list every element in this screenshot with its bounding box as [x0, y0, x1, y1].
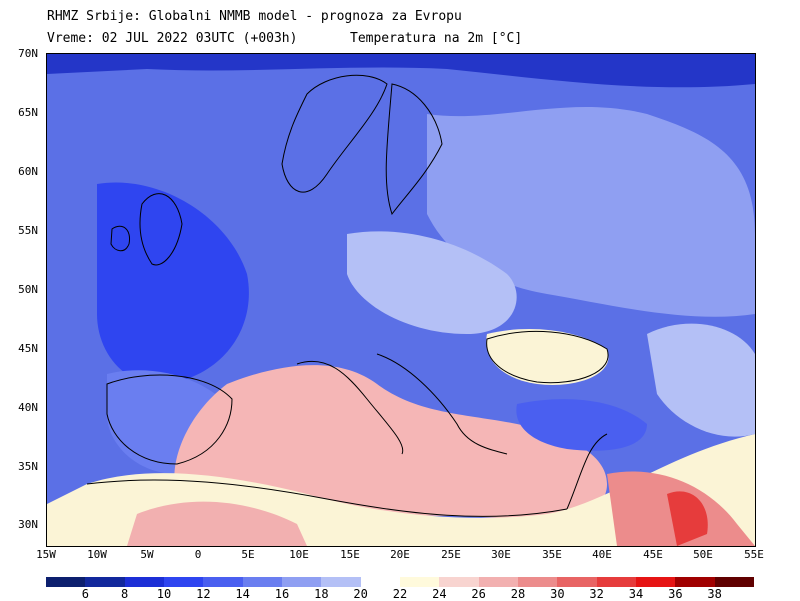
lon-label: 20E: [390, 548, 410, 561]
colorbar-swatch: [478, 577, 519, 587]
colorbar-swatch: [242, 577, 283, 587]
colorbar-label: 32: [589, 587, 604, 601]
colorbar-label: 22: [392, 587, 408, 601]
lon-label: 5W: [140, 548, 154, 561]
lon-label: 15W: [36, 548, 56, 561]
colorbar-swatch: [46, 577, 86, 587]
colorbar-label: 34: [628, 587, 644, 601]
colorbar-label: 20: [353, 587, 368, 601]
lat-label: 35N: [18, 460, 38, 473]
lat-label: 30N: [18, 518, 38, 531]
colorbar-swatch: [714, 577, 755, 587]
lat-label: 50N: [18, 283, 38, 296]
map-canvas: [47, 54, 755, 546]
header-title: RHMZ Srbije: Globalni NMMB model - progn…: [47, 9, 462, 24]
arabia-very-hot: [667, 491, 708, 546]
colorbar-label: 12: [196, 587, 211, 601]
colorbar-swatch: [675, 577, 716, 587]
mediterranean-warm: [174, 365, 607, 527]
colorbar-swatch: [400, 577, 440, 587]
lon-label: 35E: [542, 548, 562, 561]
colorbar-swatch: [596, 577, 637, 587]
lat-label: 65N: [18, 106, 38, 119]
coastlines: [86, 74, 609, 517]
lon-label: 30E: [491, 548, 511, 561]
colorbar-label: 8: [121, 587, 129, 601]
lon-label: 25E: [441, 548, 461, 561]
colorbar-label: 28: [510, 587, 526, 601]
colorbar-swatch: [85, 577, 126, 587]
colorbar-swatch: [636, 577, 676, 587]
lon-label: 50E: [693, 548, 713, 561]
header-valid-time: Vreme: 02 JUL 2022 03UTC (+003h): [47, 31, 298, 46]
temperature-map[interactable]: [46, 53, 756, 547]
colorbar-swatch: [321, 577, 362, 587]
lon-label: 10E: [289, 548, 309, 561]
colorbar-label: 18: [314, 587, 329, 601]
balkan-mild-region: [347, 231, 517, 334]
colorbar-swatch: [518, 577, 558, 587]
lat-label: 70N: [18, 47, 38, 60]
western-europe-cold: [97, 182, 249, 385]
anatolia-cold: [516, 399, 647, 451]
lon-label: 5E: [241, 548, 255, 561]
colorbar-label: 26: [471, 587, 486, 601]
lat-label: 55N: [18, 224, 38, 237]
header-variable: Temperatura na 2m [°C]: [350, 31, 523, 46]
colorbar-label: 10: [156, 587, 172, 601]
arctic-cold-region: [47, 54, 755, 88]
colorbar-label: 30: [550, 587, 565, 601]
lon-label: 55E: [744, 548, 764, 561]
colorbar-label: 38: [707, 587, 722, 601]
colorbar-label: 24: [432, 587, 447, 601]
colorbar-label: 6: [81, 587, 89, 601]
colorbar-label: 36: [668, 587, 683, 601]
colorbar-swatch: [124, 577, 165, 587]
black-sea-warm: [486, 329, 609, 385]
lat-label: 45N: [18, 342, 38, 355]
colorbar-swatch: [360, 577, 401, 587]
colorbar-label: 14: [235, 587, 250, 601]
central-europe-region: [427, 106, 755, 317]
lat-label: 60N: [18, 165, 38, 178]
lon-label: 10W: [87, 548, 107, 561]
lat-label: 40N: [18, 401, 38, 414]
lon-label: 40E: [592, 548, 612, 561]
sahara-hot-west: [127, 501, 307, 546]
lon-label: 45E: [643, 548, 663, 561]
caucasus-region: [647, 323, 755, 437]
lon-label: 0: [194, 548, 202, 561]
colorbar-swatch: [203, 577, 244, 587]
lon-label: 15E: [340, 548, 360, 561]
colorbar-swatch: [439, 577, 480, 587]
colorbar-swatch: [557, 577, 598, 587]
colorbar-label: 16: [274, 587, 290, 601]
colorbar-swatch: [164, 577, 204, 587]
colorbar-swatch: [282, 577, 322, 587]
